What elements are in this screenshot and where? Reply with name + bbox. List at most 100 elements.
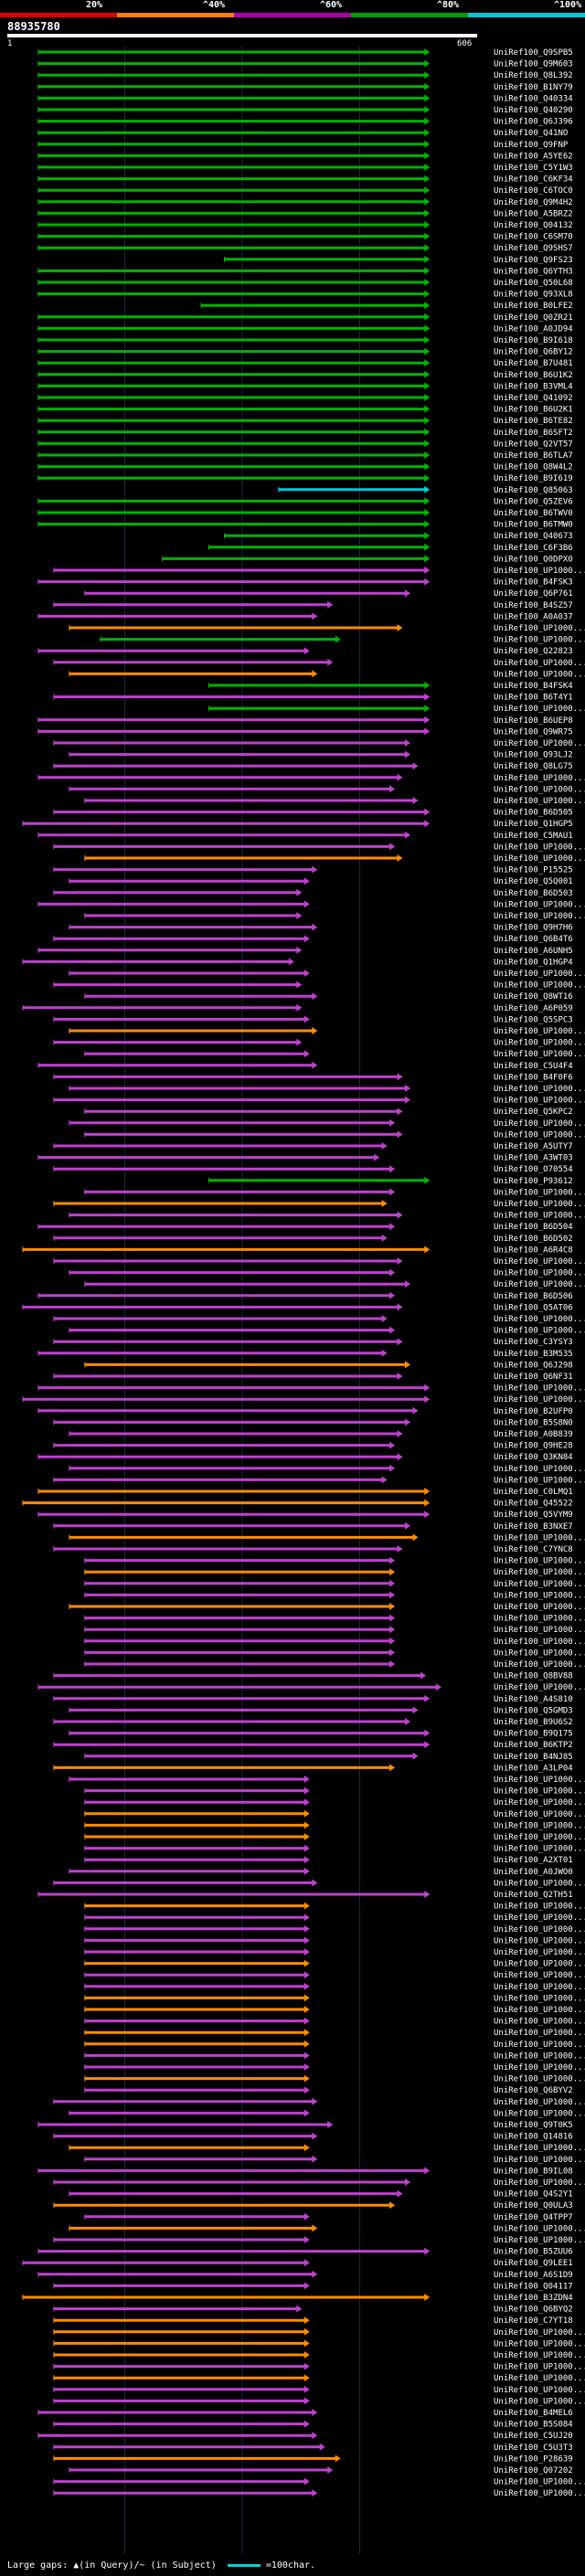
hit-label: UniRef100_B6U1K2 — [494, 371, 573, 380]
hit-label: UniRef100_UP1000... — [494, 1683, 585, 1692]
hit-label: UniRef100_B6KTP2 — [494, 1741, 573, 1750]
hit-arrowhead — [303, 1844, 310, 1852]
hit-arrowhead — [303, 1798, 310, 1807]
hit-arrowhead — [312, 2224, 318, 2232]
hit-arrowhead — [424, 716, 431, 724]
hit-label: UniRef100_A5YE62 — [494, 152, 573, 161]
hit-label: UniRef100_UP1000... — [494, 659, 585, 668]
hit-label: UniRef100_UP1000... — [494, 2363, 585, 2372]
hit-arrowhead — [303, 2374, 310, 2382]
legend-label: ^40% — [203, 0, 226, 10]
hit-arrowhead — [424, 382, 431, 390]
hit-label: UniRef100_UP1000... — [494, 2351, 585, 2360]
hit-arrowhead — [424, 71, 431, 80]
hit-label: UniRef100_UP1000... — [494, 2489, 585, 2498]
hit-label: UniRef100_Q4S2Y1 — [494, 2190, 573, 2200]
hit-label: UniRef100_B9IL08 — [494, 2167, 573, 2176]
hit-arrowhead — [424, 359, 431, 367]
hit-label: UniRef100_UP1000... — [494, 1200, 585, 1209]
legend-segment — [468, 13, 585, 17]
hit-arrowhead — [296, 888, 303, 896]
hit-label: UniRef100_B6D504 — [494, 1223, 573, 1232]
hit-arrowhead — [303, 1833, 310, 1840]
hit-arrowhead — [424, 1511, 431, 1519]
hit-arrowhead — [381, 1315, 388, 1322]
hit-arrowhead — [303, 2063, 310, 2071]
hit-arrowhead — [424, 578, 431, 586]
legend-segment — [117, 13, 234, 17]
hit-label: UniRef100_UP1000... — [494, 2041, 585, 2050]
hit-arrowhead — [389, 1626, 396, 1634]
hit-arrowhead — [424, 267, 431, 275]
hit-arrowhead — [405, 750, 411, 758]
hit-label: UniRef100_P93612 — [494, 1177, 573, 1186]
hit-arrowhead — [424, 808, 431, 816]
hit-arrowhead — [405, 1418, 411, 1426]
hit-label: UniRef100_B5S8N0 — [494, 1418, 573, 1427]
hit-label: UniRef100_UP1000... — [494, 739, 585, 748]
hit-label: UniRef100_UP1000... — [494, 2339, 585, 2348]
hit-arrowhead — [389, 1614, 396, 1622]
hit-arrowhead — [424, 2294, 431, 2301]
hit-arrowhead — [312, 865, 318, 874]
hit-label: UniRef100_Q6J396 — [494, 118, 573, 127]
hit-label: UniRef100_A0B839 — [494, 1430, 573, 1439]
hit-label: UniRef100_Q04117 — [494, 2282, 573, 2291]
hit-arrowhead — [424, 209, 431, 217]
hit-arrowhead — [303, 1776, 310, 1783]
hit-label: UniRef100_UP1000... — [494, 1050, 585, 1059]
hit-arrowhead — [389, 1268, 396, 1277]
hit-arrowhead — [424, 485, 431, 493]
hit-arrowhead — [389, 843, 396, 851]
hit-arrowhead — [424, 2167, 431, 2175]
footer-legend: Large gaps: ▲(in Query)/~ (in Subject) =… — [7, 2560, 315, 2571]
hit-arrowhead — [381, 1200, 388, 1207]
hit-arrowhead — [303, 2109, 310, 2117]
hit-label: UniRef100_B4MEL6 — [494, 2409, 573, 2418]
hit-label: UniRef100_Q6B4T6 — [494, 935, 573, 944]
hit-arrowhead — [303, 2017, 310, 2025]
hit-label: UniRef100_UP1000... — [494, 2109, 585, 2118]
hit-label: UniRef100_Q41092 — [494, 394, 573, 403]
legend-label: 20% — [86, 0, 103, 10]
hit-label: UniRef100_UP1000... — [494, 2051, 585, 2061]
hit-arrowhead — [303, 2040, 310, 2048]
hit-label: UniRef100_B4F0F6 — [494, 1073, 573, 1082]
hit-label: UniRef100_UP1000... — [494, 1269, 585, 1278]
hit-arrowhead — [312, 2097, 318, 2105]
hit-label: UniRef100_C5Y1W3 — [494, 164, 573, 173]
hit-arrowhead — [397, 1373, 403, 1380]
hit-label: UniRef100_UP1000... — [494, 1557, 585, 1566]
hit-label: UniRef100_UP1000... — [494, 1787, 585, 1797]
hit-arrowhead — [424, 405, 431, 413]
hit-label: UniRef100_A6R4C8 — [494, 1246, 573, 1255]
hit-arrowhead — [424, 152, 431, 160]
hit-label: UniRef100_UP1000... — [494, 1776, 585, 1785]
hit-label: UniRef100_Q8BV88 — [494, 1672, 573, 1681]
hit-arrowhead — [303, 1786, 310, 1795]
hit-arrowhead — [312, 670, 318, 678]
hit-label: UniRef100_C7YNC8 — [494, 1545, 573, 1554]
hit-label: UniRef100_Q9FNP — [494, 141, 569, 150]
hit-label: UniRef100_B4FSK3 — [494, 578, 573, 588]
hit-arrowhead — [405, 589, 411, 598]
hit-label: UniRef100_A5UTY7 — [494, 1142, 573, 1151]
hit-arrowhead — [412, 1752, 419, 1760]
hit-arrowhead — [303, 1994, 310, 2002]
hit-label: UniRef100_UP1000... — [494, 1465, 585, 1474]
hit-label: UniRef100_UP1000... — [494, 1384, 585, 1394]
hit-label: UniRef100_Q1HGP5 — [494, 820, 573, 829]
hit-label: UniRef100_Q41NO — [494, 129, 568, 138]
hit-arrowhead — [405, 1280, 411, 1288]
hit-label: UniRef100_Q5ZEV6 — [494, 497, 573, 506]
hit-arrowhead — [397, 1545, 403, 1553]
hit-label: UniRef100_P28639 — [494, 2454, 573, 2464]
hit-label: UniRef100_Q9SHS7 — [494, 244, 573, 253]
hit-label: UniRef100_UP1000... — [494, 981, 585, 991]
hit-label: UniRef100_Q40334 — [494, 94, 573, 103]
hit-arrowhead — [397, 2189, 403, 2198]
hit-label: UniRef100_UP1000... — [494, 1085, 585, 1094]
hit-arrowhead — [424, 1246, 431, 1254]
hit-label: UniRef100_UP1000... — [494, 1845, 585, 1854]
hit-label: UniRef100_UP1000... — [494, 1188, 585, 1197]
